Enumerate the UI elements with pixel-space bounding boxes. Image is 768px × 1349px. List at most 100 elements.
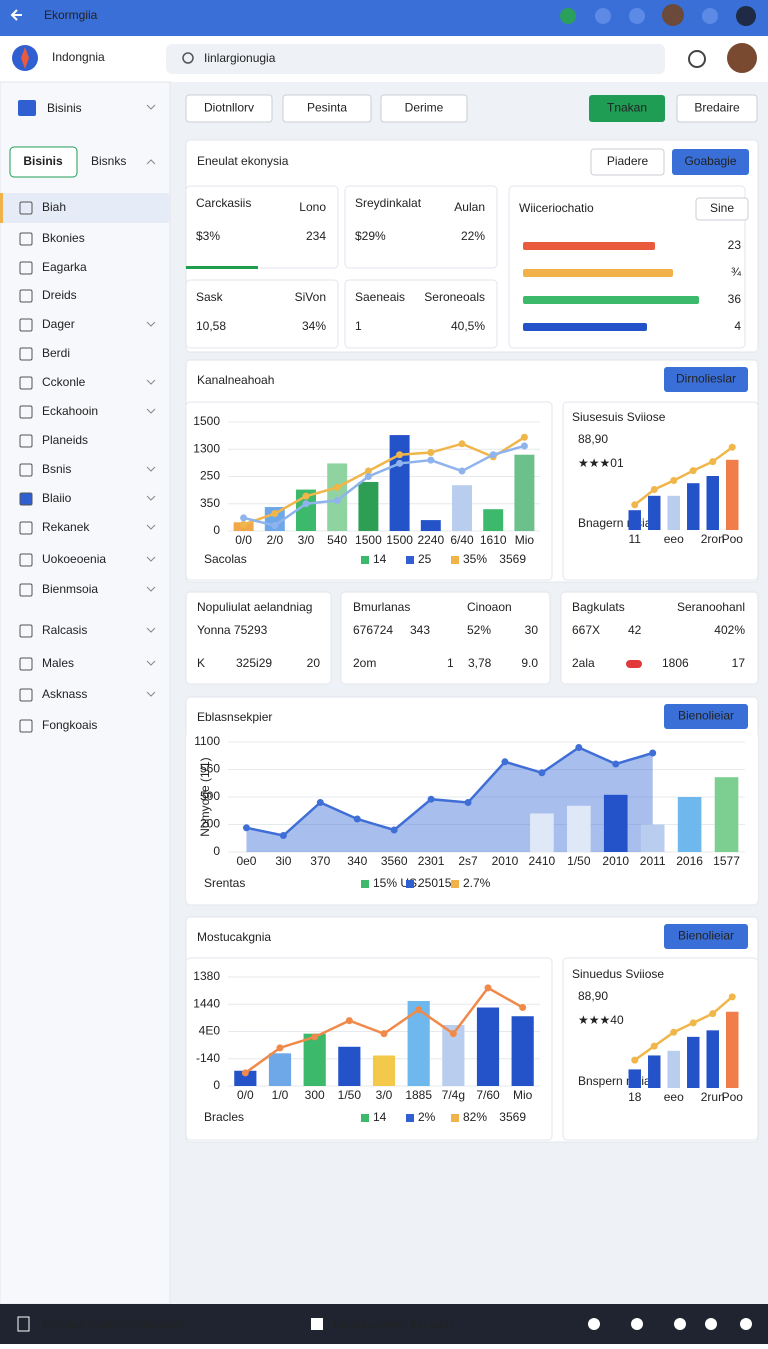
line [634,995,734,1062]
x-tick-label: Mio [513,1088,533,1102]
chevron [146,159,156,165]
legend-swatch [361,880,369,888]
bell[interactable] [688,50,706,68]
x-tick-label: 7/4g [442,1088,465,1102]
nav-item: Males [42,656,74,670]
x-tick-label: 3i0 [275,854,291,868]
progress-label: 36 [728,292,742,306]
point [415,1006,423,1014]
card [185,591,332,685]
kpi-value: Yonna 75293 [197,623,268,637]
point [302,492,310,500]
point [650,1042,658,1050]
x-tick-label: 0/0 [237,1088,254,1102]
legend-text: Bracles [204,1110,244,1124]
filter[interactable] [185,94,273,123]
bottom-icon[interactable] [588,1318,600,1330]
search[interactable] [166,44,665,74]
panel-button[interactable] [672,149,749,175]
chevron [146,104,156,110]
legend-text: 25 [418,552,432,566]
x-tick-label: 2010 [492,854,519,868]
panel-title: Eneulat ekonysia [197,154,289,168]
panel-button[interactable] [590,148,665,176]
legend-swatch [451,556,459,564]
point [520,442,528,450]
progress-button[interactable] [695,197,749,221]
filter[interactable] [282,94,372,123]
nav-active[interactable] [0,193,170,223]
chevron [146,627,156,633]
nav-icon [19,624,33,638]
point [316,799,324,806]
filter[interactable] [380,94,468,123]
legend-swatch [361,556,369,564]
x-tick-label: 2/0 [266,533,283,547]
nav-item: Biah [42,200,66,214]
bar [567,805,591,852]
panel-button-label: Piadere [607,154,649,168]
card [185,279,339,349]
y-tick-label: 0 [213,523,220,537]
x-tick-label: 2301 [418,854,445,868]
x-tick-label: eeo [664,1090,684,1104]
kpi-value: 667X [572,623,600,637]
nav-item: Asknass [42,687,87,701]
x-tick-label: 340 [347,854,367,868]
point [449,1030,457,1038]
bottom-icon[interactable] [631,1318,643,1330]
stat-tag: Lono [299,200,326,214]
bottom-icon[interactable] [674,1318,686,1330]
legend-text: 3569 [499,1110,526,1124]
y-tick-label: -140 [196,1051,220,1065]
chevron [146,691,156,697]
bar [628,1069,641,1088]
stat-value: 34% [302,319,326,333]
x-tick-label: 2ron [701,532,725,546]
bar [407,1000,430,1086]
legend-swatch [451,1114,459,1122]
point [333,496,341,504]
tab-active[interactable] [9,146,78,178]
mini-rating: ★★★01 [578,456,624,470]
avatar[interactable] [727,43,757,73]
section-button[interactable] [664,704,748,729]
stat-value: $3% [196,229,220,243]
mini-axis-label: Bnagern nisiay [578,516,657,530]
section-button[interactable] [664,924,748,949]
filter-label: Pesinta [307,101,347,115]
nav-icon [19,463,33,477]
x-tick-label: 18 [628,1090,642,1104]
bar [677,797,702,852]
nav-item: Dager [42,317,75,331]
top-icon[interactable] [595,8,611,24]
point [380,1030,388,1038]
primary-button[interactable] [589,95,665,122]
top-icon[interactable] [560,8,576,24]
back-icon[interactable] [10,9,22,21]
top-icon[interactable] [629,8,645,24]
mini-title: Sinuedus Sviiose [572,967,664,981]
bar [372,1055,396,1086]
kpi-value: 42 [628,623,642,637]
top-avatar[interactable] [662,4,684,26]
point [345,1017,353,1025]
top-icon[interactable] [736,6,756,26]
point [689,1019,697,1027]
bottom-icon[interactable] [740,1318,752,1330]
x-tick-label: 2run [701,1090,725,1104]
stat-label: Saeneais [355,290,405,304]
point [427,795,435,803]
secondary-button[interactable] [676,94,758,123]
chevron [146,408,156,414]
progress-bar [523,242,655,250]
stat-label: Sask [196,290,224,304]
bottom-icon[interactable] [705,1318,717,1330]
bar [603,794,628,852]
bar [442,1024,465,1086]
top-icon[interactable] [702,8,718,24]
kpi-foot: 325i29 [236,656,272,670]
bar [726,1011,739,1088]
bottom-text: Simulan Ekonomi ndongatt [42,1317,186,1331]
section-button[interactable] [664,367,748,392]
